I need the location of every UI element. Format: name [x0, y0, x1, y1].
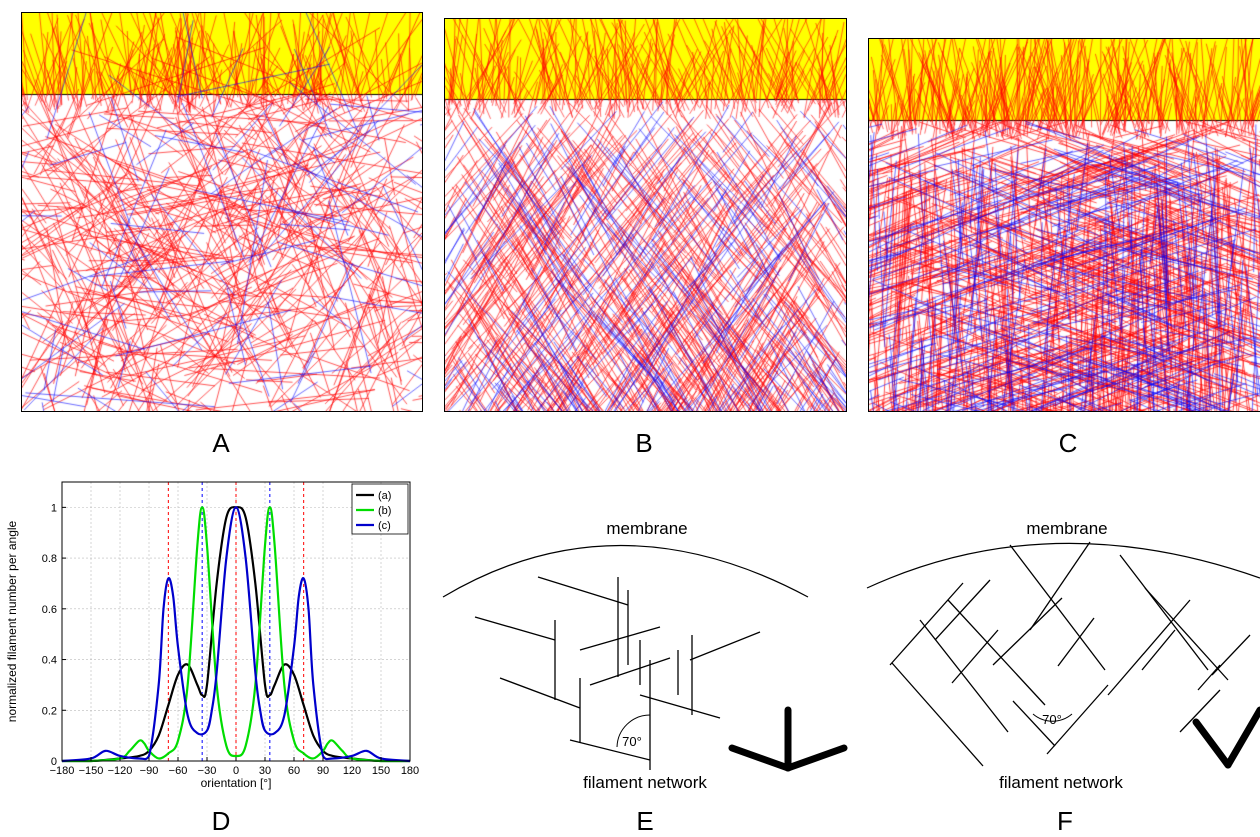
angle-arc [1032, 713, 1073, 722]
symmetric-network-diagram: membrane 70° [866, 519, 1260, 792]
membrane-label: membrane [1026, 519, 1107, 538]
symmetric-filaments [889, 541, 1251, 767]
symmetric-pictogram-icon [1192, 706, 1260, 769]
angle-label: 70° [1042, 712, 1062, 727]
x-tick-label: −90 [140, 765, 159, 777]
legend-label: (c) [378, 520, 391, 532]
x-tick-label: 0 [233, 765, 239, 777]
branched-network-diagram: membrane 70° fi [442, 519, 848, 792]
y-axis-label: normalized filament number per angle [5, 520, 19, 722]
orientation-distribution-chart: −180 −150 −120 −90 −60 −30 0 30 60 90 120 150 180 00… [5, 481, 419, 790]
panel-label-f: F [1057, 806, 1073, 836]
filament-network-label: filament network [583, 773, 707, 792]
panel-f: membrane 70° [850, 470, 1260, 837]
x-tick-label: 180 [401, 765, 419, 777]
panel-e: membrane 70° fi [430, 470, 850, 837]
panel-label-b: B [635, 428, 653, 458]
chart-series [61, 506, 411, 763]
x-tick-label: 30 [259, 765, 271, 777]
filament-network-label: filament network [999, 773, 1123, 792]
filament-canvas-a [22, 13, 422, 411]
panel-label-c: C [1058, 428, 1078, 458]
filament-network-simulation-c [868, 38, 1260, 412]
filament-network-simulation-b [444, 18, 847, 412]
y-tick-label: 0.6 [42, 604, 57, 616]
membrane-label: membrane [606, 519, 687, 538]
panel-label-e: E [636, 806, 654, 836]
membrane-arc [442, 545, 809, 598]
x-tick-label: 120 [343, 765, 361, 777]
x-tick-label: −30 [198, 765, 217, 777]
angle-label: 70° [622, 734, 642, 749]
panel-label-d: D [211, 806, 231, 836]
x-axis-label: orientation [°] [201, 776, 272, 790]
x-tick-label: 90 [317, 765, 329, 777]
y-tick-label: 0.8 [42, 553, 57, 565]
y-tick-label: 0 [51, 756, 57, 768]
y-tick-label: 1 [51, 502, 57, 514]
angle-arc [616, 714, 651, 748]
chart-legend: (a) (b) (c) [351, 483, 409, 535]
x-tick-labels: −180 −150 −120 −90 −60 −30 0 30 60 90 120 150 180 [50, 757, 419, 777]
filament-canvas-c [869, 39, 1260, 411]
panel-label-a: A [212, 428, 230, 458]
membrane-arc [866, 542, 1260, 589]
reference-lines [167, 482, 305, 761]
x-tick-label: 60 [288, 765, 300, 777]
filament-canvas-b [445, 19, 846, 411]
y-tick-label: 0.2 [42, 705, 57, 717]
x-tick-label: −150 [79, 765, 104, 777]
y-tick-labels: 0 0.2 0.4 0.6 0.8 1 [42, 502, 66, 768]
x-tick-label: −60 [169, 765, 188, 777]
x-tick-label: −180 [50, 765, 75, 777]
branched-pictogram-icon [728, 706, 848, 772]
y-tick-label: 0.4 [42, 655, 57, 667]
filament-network-simulation-a [21, 12, 423, 412]
x-tick-label: −120 [108, 765, 133, 777]
x-tick-label: 150 [372, 765, 390, 777]
series-line [61, 506, 411, 763]
legend-label: (b) [378, 505, 391, 517]
legend-label: (a) [378, 490, 391, 502]
series-line [61, 506, 410, 763]
